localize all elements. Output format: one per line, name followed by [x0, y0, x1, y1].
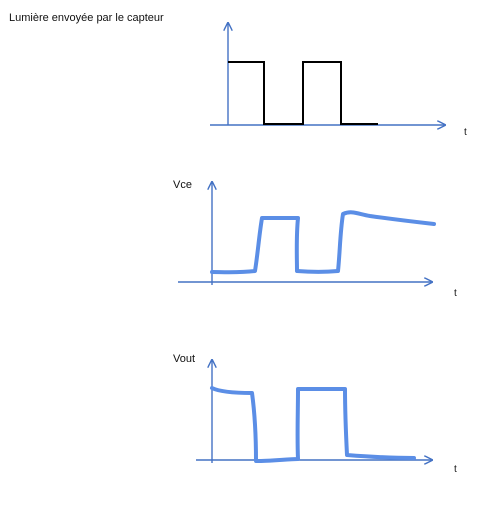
light-pulse-signal	[228, 61, 378, 125]
vce-x-label: t	[454, 288, 457, 299]
vout-x-label: t	[454, 464, 457, 475]
vout-signal	[210, 386, 416, 463]
panel-vout: Vout t	[173, 353, 457, 475]
vout-y-label: Vout	[173, 353, 195, 365]
light-x-label: t	[464, 127, 467, 138]
vce-y-label: Vce	[173, 179, 192, 191]
panel-light: t	[210, 23, 467, 138]
panel-vce: Vce t	[173, 179, 457, 299]
diagram-title: Lumière envoyée par le capteur	[9, 12, 164, 24]
vce-signal	[210, 210, 436, 275]
